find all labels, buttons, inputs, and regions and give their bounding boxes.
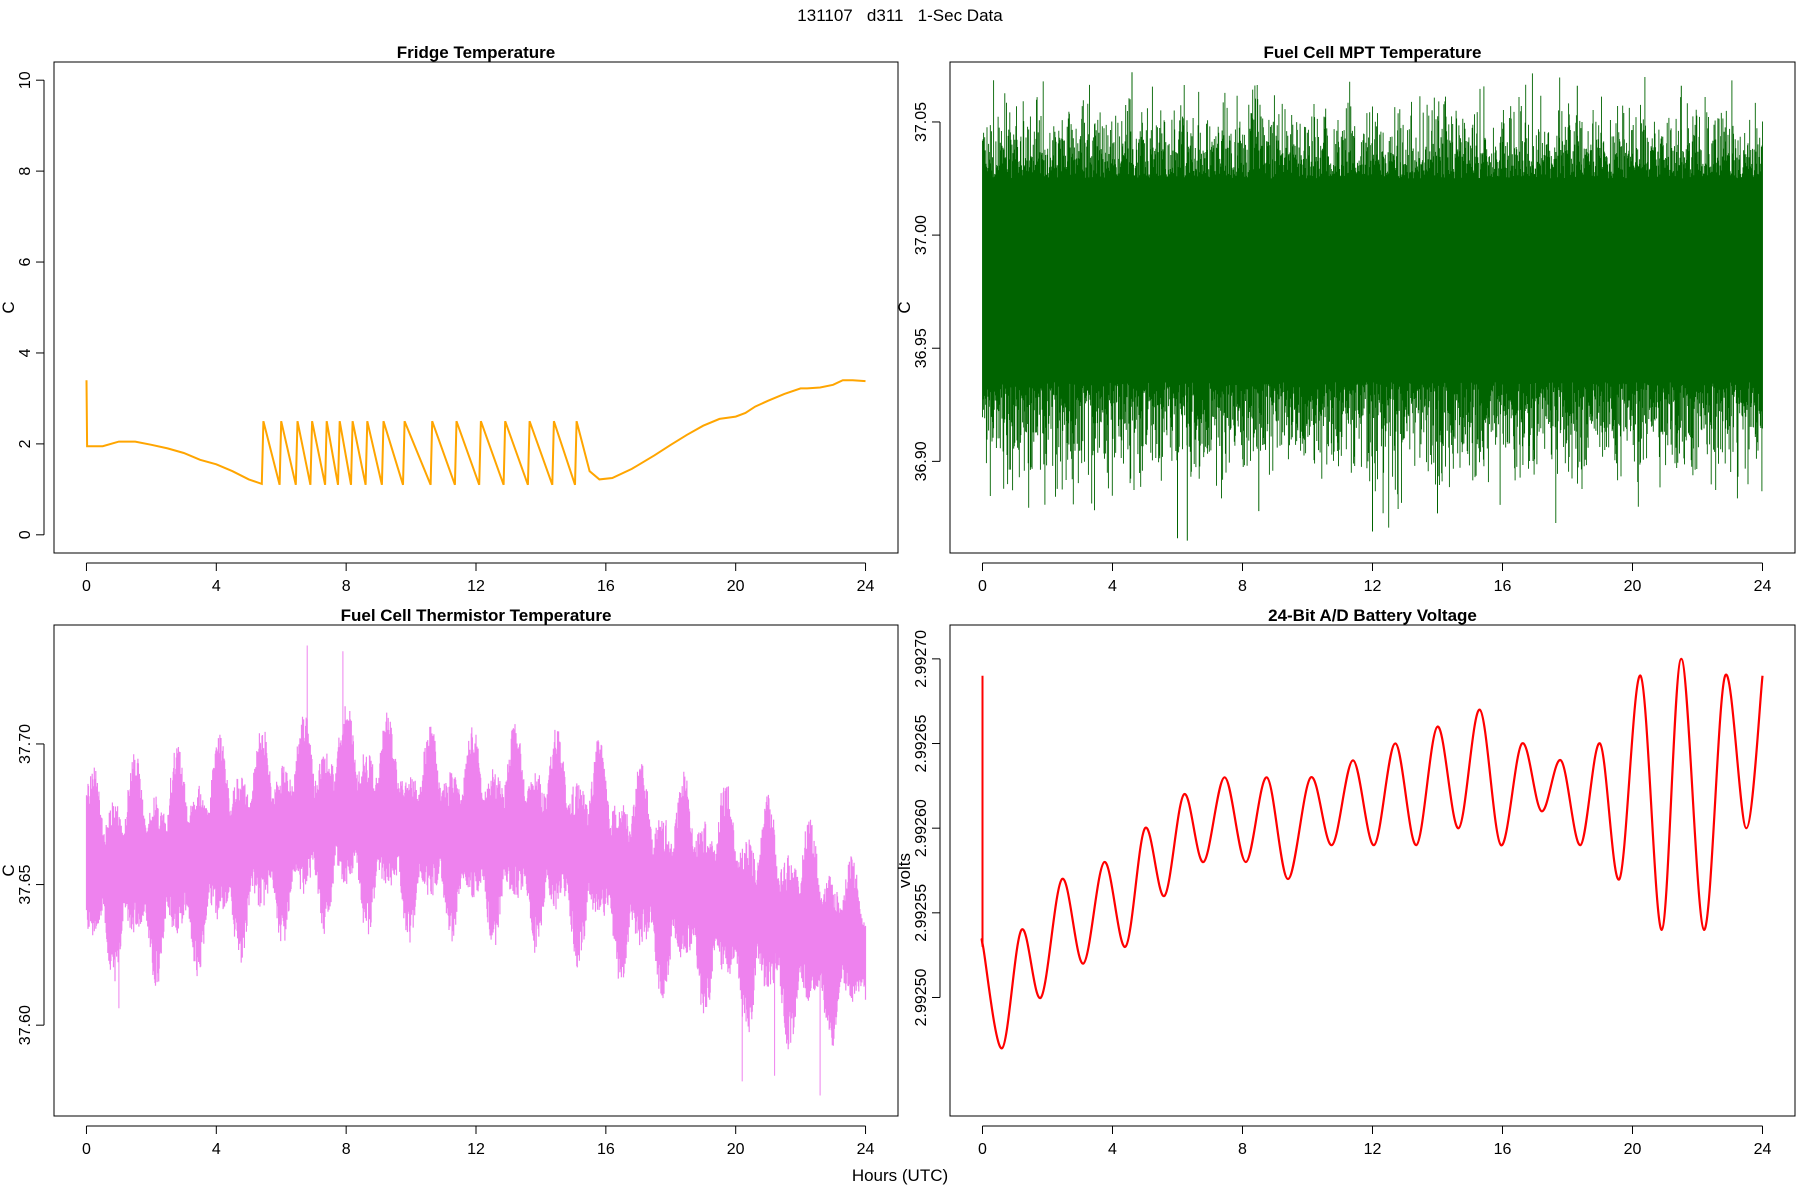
series-spikes-mpt xyxy=(1131,72,1682,541)
x-tick-label: 8 xyxy=(1238,578,1247,595)
x-axis: 0 4 8 12 16 20 24 xyxy=(82,1125,875,1158)
y-tick-label: 6 xyxy=(17,257,34,266)
x-tick-label: 4 xyxy=(212,578,221,595)
x-tick-label: 20 xyxy=(1624,1141,1642,1158)
plot-frame xyxy=(53,61,899,554)
series-spikes-thermistor xyxy=(118,645,821,1096)
x-tick-label: 16 xyxy=(1494,1141,1512,1158)
x-tick-label: 24 xyxy=(857,1141,875,1158)
x-tick-label: 8 xyxy=(342,1141,351,1158)
x-tick-label: 12 xyxy=(467,1141,485,1158)
y-tick-label: 8 xyxy=(17,167,34,176)
series-thermistor-temperature xyxy=(85,706,867,1050)
series-line-battery-voltage xyxy=(980,657,1764,1050)
y-tick-label: 36.90 xyxy=(913,441,930,481)
data-layer xyxy=(85,645,867,1096)
y-tick-label: 4 xyxy=(17,348,34,357)
page-title: 131107 d311 1-Sec Data xyxy=(797,6,1003,25)
x-tick-label: 0 xyxy=(978,578,987,595)
y-tick-label: 2.99270 xyxy=(913,630,930,688)
y-axis: 2.99250 2.99255 2.99260 2.99265 2.99270 xyxy=(913,630,941,1026)
series-noise-mpt xyxy=(982,73,1763,528)
x-tick-label: 16 xyxy=(597,1141,615,1158)
y-tick-label: 37.05 xyxy=(913,102,930,142)
x-tick-label: 0 xyxy=(82,578,91,595)
y-tick-label: 2.99260 xyxy=(913,799,930,857)
y-axis: 37.60 37.65 37.70 xyxy=(17,724,45,1045)
y-axis: 36.90 36.95 37.00 37.05 xyxy=(913,102,941,481)
y-tick-label: 0 xyxy=(17,530,34,539)
x-tick-label: 4 xyxy=(212,1141,221,1158)
y-axis-label: C xyxy=(895,301,914,313)
x-tick-label: 8 xyxy=(1238,1141,1247,1158)
x-tick-label: 12 xyxy=(1364,578,1382,595)
x-tick-label: 12 xyxy=(1364,1141,1382,1158)
y-tick-label: 36.95 xyxy=(913,328,930,368)
data-layer xyxy=(982,72,1763,541)
y-tick-label: 2 xyxy=(17,439,34,448)
x-tick-label: 8 xyxy=(342,578,351,595)
x-axis-label: Hours (UTC) xyxy=(851,1166,949,1185)
x-tick-label: 24 xyxy=(1754,1141,1772,1158)
series-line-fridge-temperature xyxy=(85,379,866,486)
x-tick-label: 20 xyxy=(727,578,745,595)
x-tick-label: 16 xyxy=(1494,578,1512,595)
chart-title: Fuel Cell MPT Temperature xyxy=(1264,43,1482,62)
x-tick-label: 0 xyxy=(82,1141,91,1158)
y-tick-label: 2.99265 xyxy=(913,715,930,773)
y-tick-label: 37.70 xyxy=(17,724,34,764)
plot-frame xyxy=(949,61,1796,554)
y-tick-label: 37.00 xyxy=(913,215,930,255)
plot-frame xyxy=(949,624,1796,1117)
y-tick-label: 2.99250 xyxy=(913,968,930,1026)
y-axis-label: volts xyxy=(895,853,914,888)
y-tick-label: 37.65 xyxy=(17,864,34,904)
x-tick-label: 24 xyxy=(1754,578,1772,595)
x-tick-label: 24 xyxy=(857,578,875,595)
x-axis: 0 4 8 12 16 20 24 xyxy=(978,562,1772,595)
x-tick-label: 4 xyxy=(1108,578,1117,595)
y-tick-label: 10 xyxy=(17,71,34,89)
y-axis-label: C xyxy=(0,301,18,313)
x-tick-label: 20 xyxy=(1624,578,1642,595)
y-tick-label: 2.99255 xyxy=(913,884,930,942)
chart-title: Fridge Temperature xyxy=(397,43,555,62)
x-tick-label: 4 xyxy=(1108,1141,1117,1158)
chart-title: Fuel Cell Thermistor Temperature xyxy=(341,606,612,625)
x-axis: 0 4 8 12 16 20 24 xyxy=(82,562,875,595)
x-axis: 0 4 8 12 16 20 24 xyxy=(978,1125,1772,1158)
chart-panel-thermistor: Fuel Cell Thermistor Temperature C 0 4 8 12 16… xyxy=(0,606,899,1158)
y-tick-label: 37.60 xyxy=(17,1005,34,1045)
y-axis: 0 2 4 6 8 10 xyxy=(17,71,45,539)
chart-panel-mpt: Fuel Cell MPT Temperature C 0 4 8 12 16 20 24 36.… xyxy=(895,43,1796,595)
data-layer xyxy=(85,379,866,486)
x-tick-label: 20 xyxy=(727,1141,745,1158)
chart-panel-battery: 24-Bit A/D Battery Voltage volts 0 4 8 12 16 20… xyxy=(895,606,1796,1158)
y-axis-label: C xyxy=(0,864,18,876)
data-layer xyxy=(980,657,1764,1050)
chart-title: 24-Bit A/D Battery Voltage xyxy=(1268,606,1477,625)
x-tick-label: 16 xyxy=(597,578,615,595)
plot-frame xyxy=(53,624,899,1117)
x-tick-label: 0 xyxy=(978,1141,987,1158)
x-tick-label: 12 xyxy=(467,578,485,595)
